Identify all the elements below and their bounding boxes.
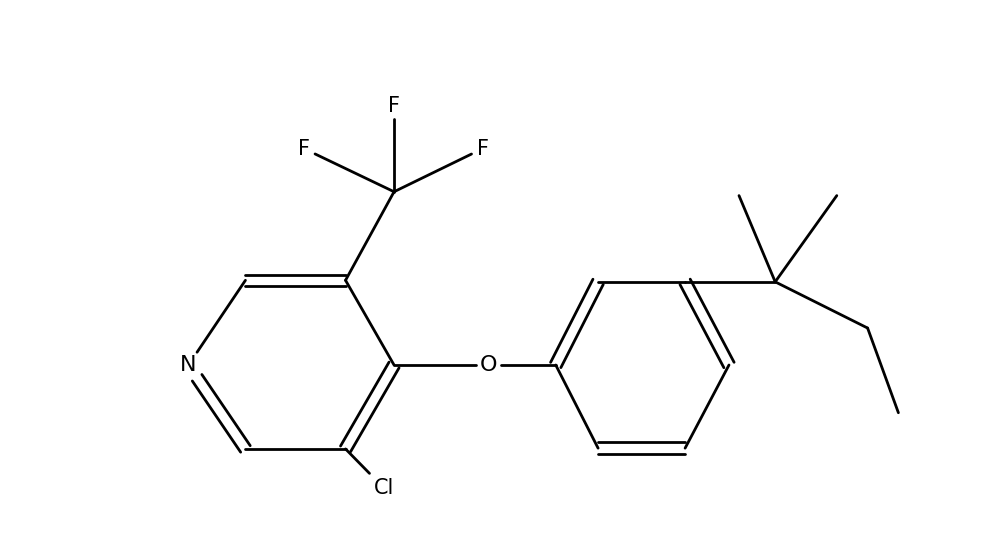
Text: F: F (476, 139, 488, 158)
Text: F: F (298, 139, 310, 158)
Text: O: O (480, 355, 497, 375)
Text: Cl: Cl (374, 478, 394, 498)
Text: F: F (388, 96, 400, 116)
Text: N: N (180, 355, 196, 375)
